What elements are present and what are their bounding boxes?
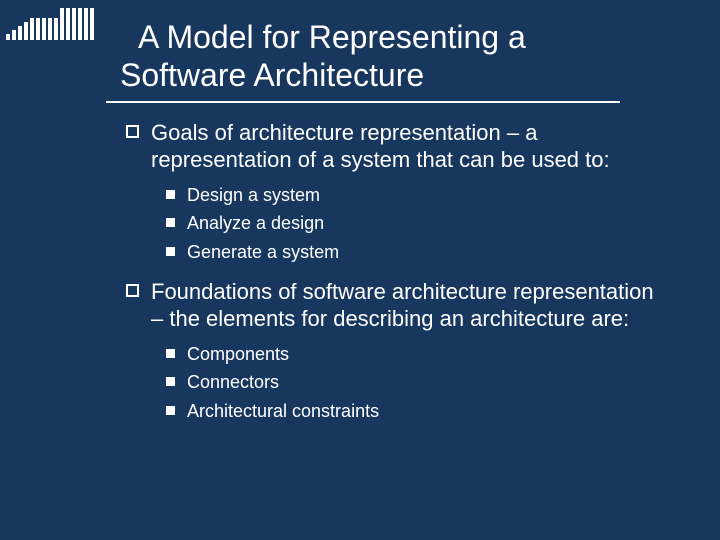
slide-body: A Model for Representing a Software Arch… [0, 0, 720, 423]
bullet-text: Foundations of software architecture rep… [151, 278, 660, 333]
solid-square-bullet-icon [166, 247, 175, 256]
decorative-bars [6, 6, 94, 40]
bullet-level2: Analyze a design [166, 212, 660, 235]
solid-square-bullet-icon [166, 218, 175, 227]
sub-bullet-list: Components Connectors Architectural cons… [166, 343, 660, 423]
solid-square-bullet-icon [166, 349, 175, 358]
bullet-level1: Foundations of software architecture rep… [126, 278, 660, 423]
bullet-level2: Generate a system [166, 241, 660, 264]
sub-bullet-text: Connectors [187, 371, 279, 394]
bullet-level2: Components [166, 343, 660, 366]
slide-content: Goals of architecture representation – a… [110, 119, 660, 423]
bullet-level1: Goals of architecture representation – a… [126, 119, 660, 264]
bullet-level2: Connectors [166, 371, 660, 394]
sub-bullet-list: Design a system Analyze a design Generat… [166, 184, 660, 264]
sub-bullet-text: Design a system [187, 184, 320, 207]
solid-square-bullet-icon [166, 190, 175, 199]
sub-bullet-text: Generate a system [187, 241, 339, 264]
hollow-square-bullet-icon [126, 284, 139, 297]
sub-bullet-text: Components [187, 343, 289, 366]
bullet-level2: Design a system [166, 184, 660, 207]
hollow-square-bullet-icon [126, 125, 139, 138]
bullet-level2: Architectural constraints [166, 400, 660, 423]
solid-square-bullet-icon [166, 406, 175, 415]
solid-square-bullet-icon [166, 377, 175, 386]
sub-bullet-text: Architectural constraints [187, 400, 379, 423]
sub-bullet-text: Analyze a design [187, 212, 324, 235]
bullet-text: Goals of architecture representation – a… [151, 119, 660, 174]
slide-title: A Model for Representing a Software Arch… [120, 18, 660, 95]
title-underline [106, 101, 620, 103]
